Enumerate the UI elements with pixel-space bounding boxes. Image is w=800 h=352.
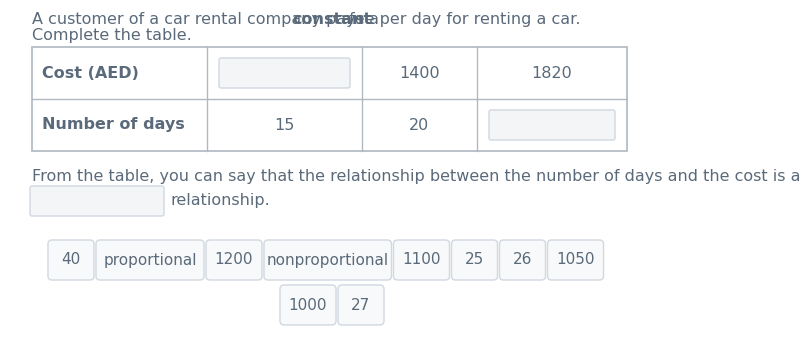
FancyBboxPatch shape: [489, 110, 615, 140]
FancyBboxPatch shape: [338, 285, 384, 325]
Text: 26: 26: [513, 252, 532, 268]
Text: Cost (AED): Cost (AED): [42, 65, 139, 81]
FancyBboxPatch shape: [30, 186, 164, 216]
Text: 1200: 1200: [214, 252, 254, 268]
Text: 15: 15: [274, 118, 294, 132]
Text: 40: 40: [62, 252, 81, 268]
Text: 1100: 1100: [402, 252, 441, 268]
Text: 1000: 1000: [289, 297, 327, 313]
Text: relationship.: relationship.: [170, 194, 270, 208]
Text: constant: constant: [293, 12, 372, 27]
Text: 20: 20: [410, 118, 430, 132]
Bar: [32, 47, 627, 151]
FancyBboxPatch shape: [451, 240, 498, 280]
Text: 27: 27: [351, 297, 370, 313]
Text: 1820: 1820: [532, 65, 572, 81]
Text: 25: 25: [465, 252, 484, 268]
FancyBboxPatch shape: [48, 240, 94, 280]
FancyBboxPatch shape: [219, 58, 350, 88]
Text: fee per day for renting a car.: fee per day for renting a car.: [345, 12, 581, 27]
FancyBboxPatch shape: [394, 240, 450, 280]
Text: Number of days: Number of days: [42, 118, 185, 132]
FancyBboxPatch shape: [96, 240, 204, 280]
FancyBboxPatch shape: [280, 285, 336, 325]
FancyBboxPatch shape: [206, 240, 262, 280]
Text: proportional: proportional: [103, 252, 197, 268]
FancyBboxPatch shape: [264, 240, 391, 280]
FancyBboxPatch shape: [499, 240, 546, 280]
Text: From the table, you can say that the relationship between the number of days and: From the table, you can say that the rel…: [32, 169, 800, 184]
Text: nonproportional: nonproportional: [266, 252, 389, 268]
FancyBboxPatch shape: [547, 240, 603, 280]
Text: A customer of a car rental company pays a: A customer of a car rental company pays …: [32, 12, 384, 27]
Text: 1050: 1050: [556, 252, 594, 268]
Text: Complete the table.: Complete the table.: [32, 28, 192, 43]
Text: 1400: 1400: [399, 65, 440, 81]
